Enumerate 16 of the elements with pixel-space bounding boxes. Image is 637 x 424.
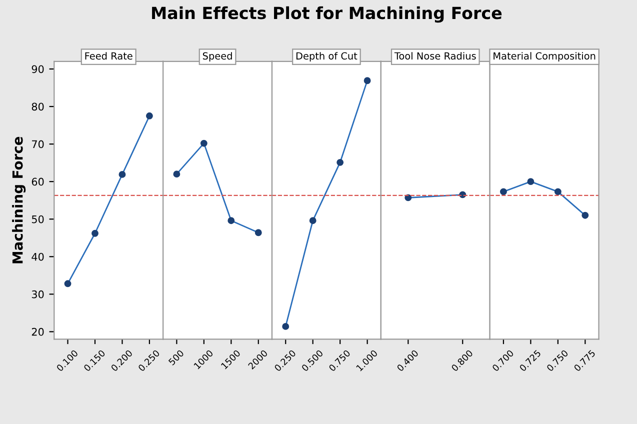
chart-subtitle: Material Composition — [494, 52, 596, 62]
y-tick-label: 60 — [32, 178, 44, 186]
y-tick-label: 50 — [32, 215, 44, 224]
y-tick-label: 20 — [32, 328, 44, 336]
y-tick-label: 70 — [32, 140, 44, 148]
y-tick-label: 90 — [32, 65, 44, 74]
chart-subtitle: Tool Nose Radius — [394, 52, 476, 60]
chart-title: Main Effects Plot for Machining Force — [152, 6, 502, 23]
y-tick-label: 80 — [32, 102, 44, 111]
y-tick-label: 30 — [32, 290, 44, 298]
x-tick-label: 500 — [168, 349, 184, 366]
chart-subtitle: Speed — [202, 52, 232, 62]
chart-subtitle: Depth of Cut — [296, 52, 358, 62]
chart-subtitle: Feed Rate — [85, 52, 132, 60]
y-tick-label: 40 — [32, 252, 44, 261]
y-axis-title: Machining Force — [12, 136, 26, 264]
